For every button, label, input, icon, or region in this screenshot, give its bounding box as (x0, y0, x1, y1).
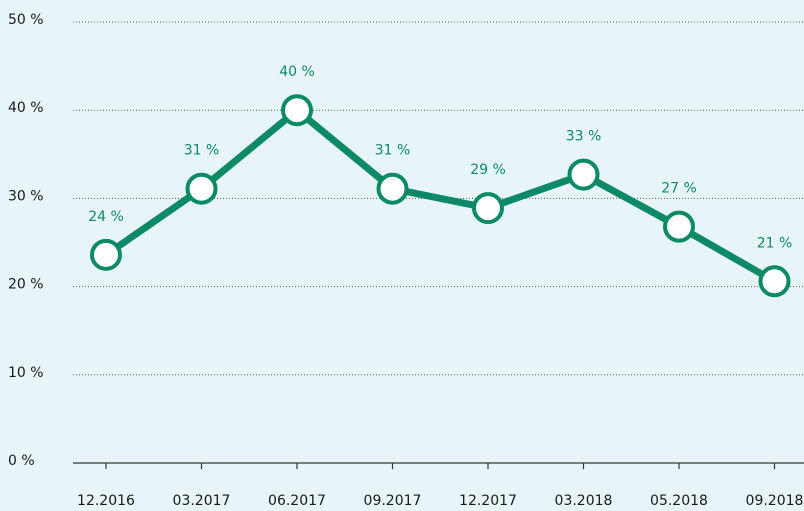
y-tick-label: 10 % (8, 365, 44, 381)
value-label: 31 % (184, 143, 220, 159)
marker (663, 210, 695, 243)
value-label: 33 % (566, 129, 602, 145)
marker (185, 172, 218, 205)
marker (567, 158, 600, 191)
y-tick-label: 30 % (8, 188, 44, 204)
x-tick-label: 09.2018 (746, 493, 804, 509)
value-label: 27 % (661, 181, 697, 197)
marker (758, 265, 791, 298)
value-label: 29 % (470, 162, 506, 178)
value-label: 31 % (375, 143, 411, 159)
marker (90, 238, 122, 271)
y-tick-label: 40 % (8, 100, 44, 116)
x-tick-label: 12.2016 (77, 493, 135, 509)
x-tick-label: 12.2017 (459, 493, 517, 509)
y-tick-label: 50 % (8, 12, 44, 28)
marker (472, 192, 504, 225)
x-tick-label: 09.2017 (364, 493, 422, 509)
marker (376, 172, 409, 205)
x-tick-label: 03.2018 (555, 493, 613, 509)
value-label: 24 % (88, 209, 124, 225)
x-tick-label: 05.2018 (650, 493, 708, 509)
line (104, 106, 777, 285)
marker (281, 94, 313, 127)
value-label: 21 % (757, 235, 793, 251)
value-label: 40 % (279, 64, 315, 80)
y-tick-label: 0 % (8, 453, 35, 469)
y-tick-label: 20 % (8, 277, 44, 293)
x-tick-label: 03.2017 (173, 493, 231, 509)
x-tick-label: 06.2017 (268, 493, 326, 509)
